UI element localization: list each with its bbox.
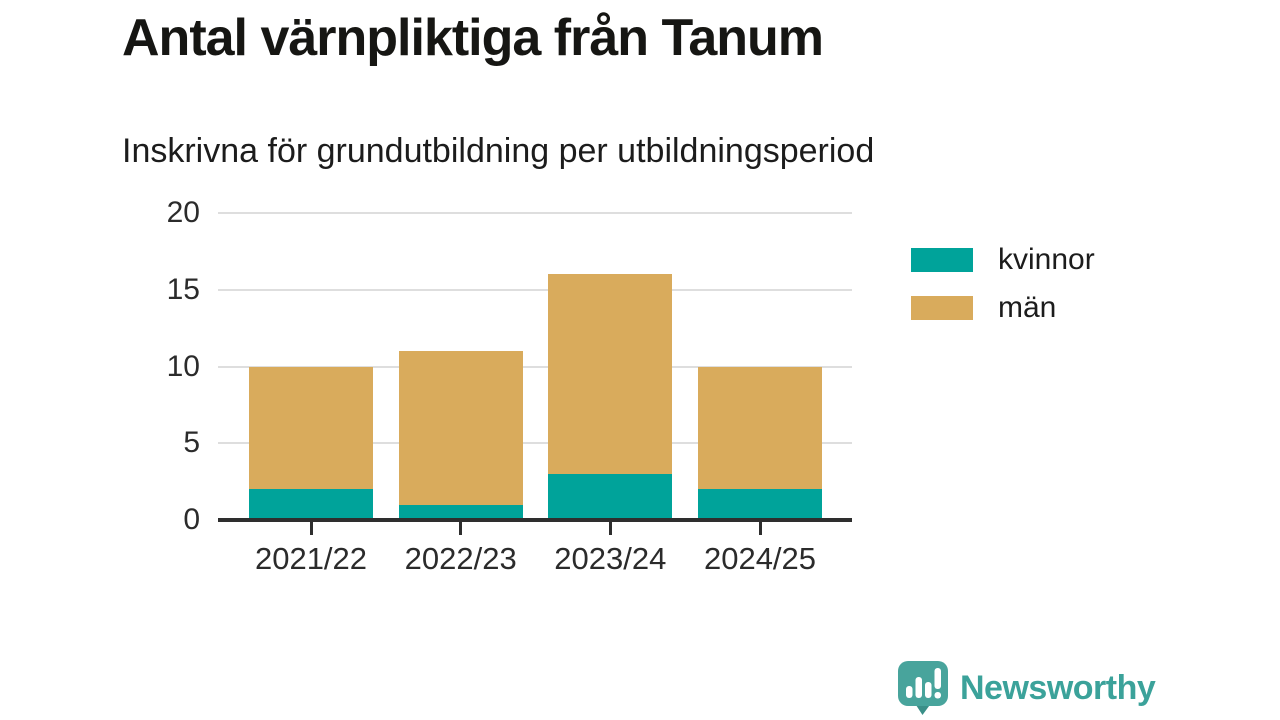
gridline-5: [218, 442, 852, 445]
gridline-10: [218, 365, 852, 368]
x-tick-label-2024-25: 2024/25: [703, 541, 817, 576]
bar-2022-23-män: [398, 351, 523, 505]
y-tick-label-5: 5: [183, 426, 200, 460]
newsworthy-logo-text: Newsworthy: [960, 668, 1156, 707]
x-tick-2024-25: [758, 522, 762, 535]
x-axis-line: [218, 518, 852, 522]
x-tick-2023-24: [608, 522, 612, 535]
bar-2024-25-kvinnor: [698, 489, 822, 520]
plot-area: [218, 212, 852, 520]
bar-2021-22-män: [249, 366, 373, 490]
legend-label-kvinnor: kvinnor: [998, 242, 1095, 276]
bar-2022-23-kvinnor: [398, 504, 523, 520]
x-tick-2021-22: [309, 522, 313, 535]
y-tick-label-15: 15: [166, 272, 200, 306]
y-tick-label-10: 10: [166, 349, 200, 383]
newsworthy-logo-icon: [898, 661, 948, 715]
bar-2024-25-män: [698, 366, 822, 490]
legend-item-man: män: [911, 291, 1095, 324]
gridline-20: [218, 212, 852, 214]
legend-label-man: män: [998, 290, 1057, 324]
x-tick-label-2021-22: 2021/22: [254, 541, 368, 576]
legend-item-kvinnor: kvinnor: [911, 243, 1095, 276]
y-tick-label-20: 20: [166, 196, 200, 229]
gridline-15: [218, 288, 852, 291]
y-tick-label-0: 0: [183, 503, 200, 536]
chart-title: Antal värnpliktiga från Tanum: [122, 9, 824, 67]
legend-swatch-kvinnor: [911, 247, 973, 272]
chart-subtitle: Inskrivna för grundutbildning per utbild…: [122, 132, 875, 170]
legend-swatch-man: [911, 295, 973, 320]
legend: kvinnor män: [911, 243, 1095, 342]
bar-2023-24-män: [548, 274, 673, 474]
x-tick-label-2022-23: 2022/23: [404, 541, 517, 576]
x-tick-label-2023-24: 2023/24: [554, 541, 667, 576]
bar-2021-22-kvinnor: [249, 489, 373, 520]
newsworthy-branding: Newsworthy: [897, 660, 1156, 716]
x-tick-2022-23: [459, 522, 463, 535]
bar-2023-24-kvinnor: [548, 473, 673, 520]
